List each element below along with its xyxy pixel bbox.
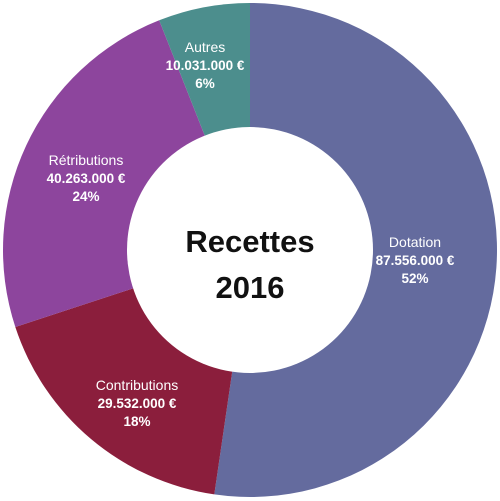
chart-title-line2: 2016: [216, 270, 285, 305]
label-rtributions-percent: 24%: [72, 189, 99, 204]
label-dotation-value: 87.556.000 €: [376, 253, 455, 268]
center-hole: [127, 127, 373, 373]
chart-title-line1: Recettes: [185, 224, 314, 259]
label-contributions-percent: 18%: [123, 414, 150, 429]
label-autres-name: Autres: [185, 39, 225, 55]
label-rtributions-name: Rétributions: [49, 152, 124, 168]
slice-labels: Dotation 87.556.000 € 52% Contributions 29.5…: [47, 39, 455, 429]
label-autres-percent: 6%: [195, 76, 215, 91]
label-contributions-name: Contributions: [96, 377, 179, 393]
label-autres-value: 10.031.000 €: [166, 58, 245, 73]
label-contributions-value: 29.532.000 €: [98, 396, 177, 411]
label-rtributions-value: 40.263.000 €: [47, 171, 126, 186]
label-dotation-percent: 52%: [401, 271, 428, 286]
label-dotation-name: Dotation: [389, 234, 441, 250]
